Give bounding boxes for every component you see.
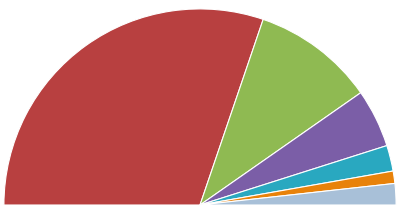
Wedge shape [200,146,393,205]
Wedge shape [200,183,396,205]
Wedge shape [200,171,395,205]
Wedge shape [4,205,396,210]
Wedge shape [200,19,361,205]
Wedge shape [200,93,387,205]
Wedge shape [4,9,263,205]
